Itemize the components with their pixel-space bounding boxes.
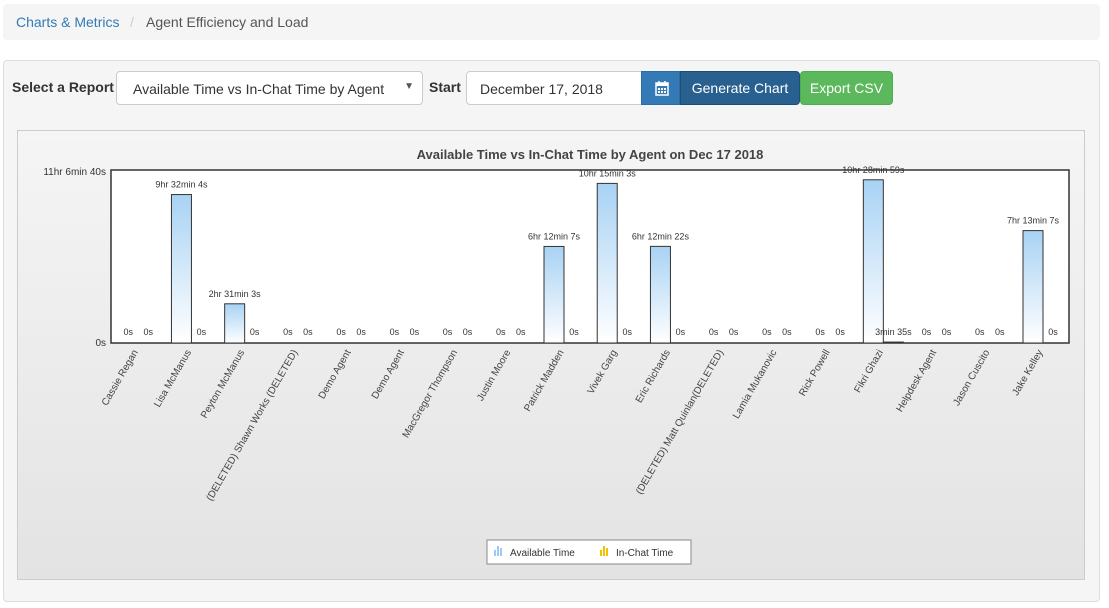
calendar-icon xyxy=(655,81,669,96)
report-label: Select a Report xyxy=(12,79,114,95)
chevron-down-icon: ▼ xyxy=(404,81,414,92)
breadcrumb-current: Agent Efficiency and Load xyxy=(146,14,309,30)
start-label: Start xyxy=(429,79,461,95)
export-csv-button[interactable]: Export CSV xyxy=(800,71,893,105)
report-select-value: Available Time vs In-Chat Time by Agent xyxy=(133,81,385,97)
breadcrumb: Charts & Metrics / Agent Efficiency and … xyxy=(3,4,1100,40)
start-date-input[interactable]: December 17, 2018 xyxy=(466,71,642,105)
breadcrumb-separator: / xyxy=(130,14,134,30)
generate-chart-button[interactable]: Generate Chart xyxy=(680,71,800,105)
calendar-button[interactable] xyxy=(641,71,680,105)
report-select[interactable]: Available Time vs In-Chat Time by Agent … xyxy=(116,71,423,105)
start-date-value: December 17, 2018 xyxy=(480,81,603,97)
chart-container xyxy=(17,130,1085,580)
breadcrumb-link-charts-metrics[interactable]: Charts & Metrics xyxy=(16,14,120,30)
